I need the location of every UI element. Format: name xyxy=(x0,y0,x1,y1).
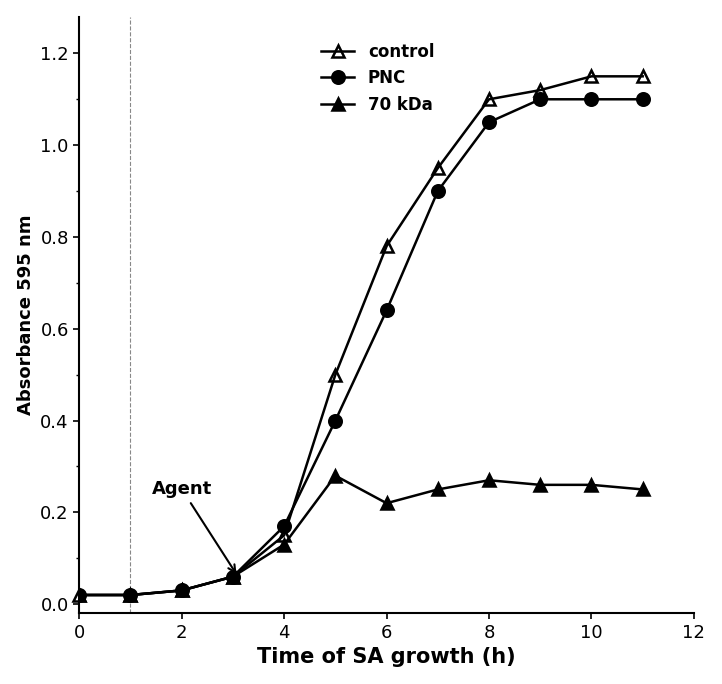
Line: PNC: PNC xyxy=(73,93,649,601)
70 kDa xyxy=(126,591,135,599)
PNC xyxy=(587,95,596,103)
control xyxy=(229,573,238,581)
PNC xyxy=(331,417,339,425)
control xyxy=(638,73,647,81)
control xyxy=(280,531,289,540)
control xyxy=(382,242,391,250)
70 kDa xyxy=(587,481,596,489)
70 kDa xyxy=(484,476,493,484)
Line: 70 kDa: 70 kDa xyxy=(73,469,649,601)
control xyxy=(484,95,493,103)
PNC xyxy=(536,95,544,103)
control xyxy=(536,86,544,94)
control xyxy=(433,164,442,172)
70 kDa xyxy=(638,486,647,494)
70 kDa xyxy=(433,486,442,494)
70 kDa xyxy=(536,481,544,489)
PNC xyxy=(382,306,391,315)
Legend: control, PNC, 70 kDa: control, PNC, 70 kDa xyxy=(321,43,435,114)
Line: control: control xyxy=(74,70,648,601)
PNC xyxy=(75,591,84,599)
control xyxy=(331,371,339,379)
70 kDa xyxy=(75,591,84,599)
70 kDa xyxy=(280,540,289,549)
X-axis label: Time of SA growth (h): Time of SA growth (h) xyxy=(257,647,516,668)
70 kDa xyxy=(178,586,186,594)
70 kDa xyxy=(229,573,238,581)
PNC xyxy=(433,187,442,195)
control xyxy=(75,591,84,599)
PNC xyxy=(638,95,647,103)
PNC xyxy=(126,591,135,599)
70 kDa xyxy=(331,471,339,479)
PNC xyxy=(178,586,186,594)
PNC xyxy=(229,573,238,581)
PNC xyxy=(484,118,493,127)
PNC xyxy=(280,522,289,530)
control xyxy=(126,591,135,599)
Y-axis label: Absorbance 595 nm: Absorbance 595 nm xyxy=(17,215,35,415)
70 kDa xyxy=(382,499,391,508)
control xyxy=(587,73,596,81)
control xyxy=(178,586,186,594)
Text: Agent: Agent xyxy=(152,480,235,573)
